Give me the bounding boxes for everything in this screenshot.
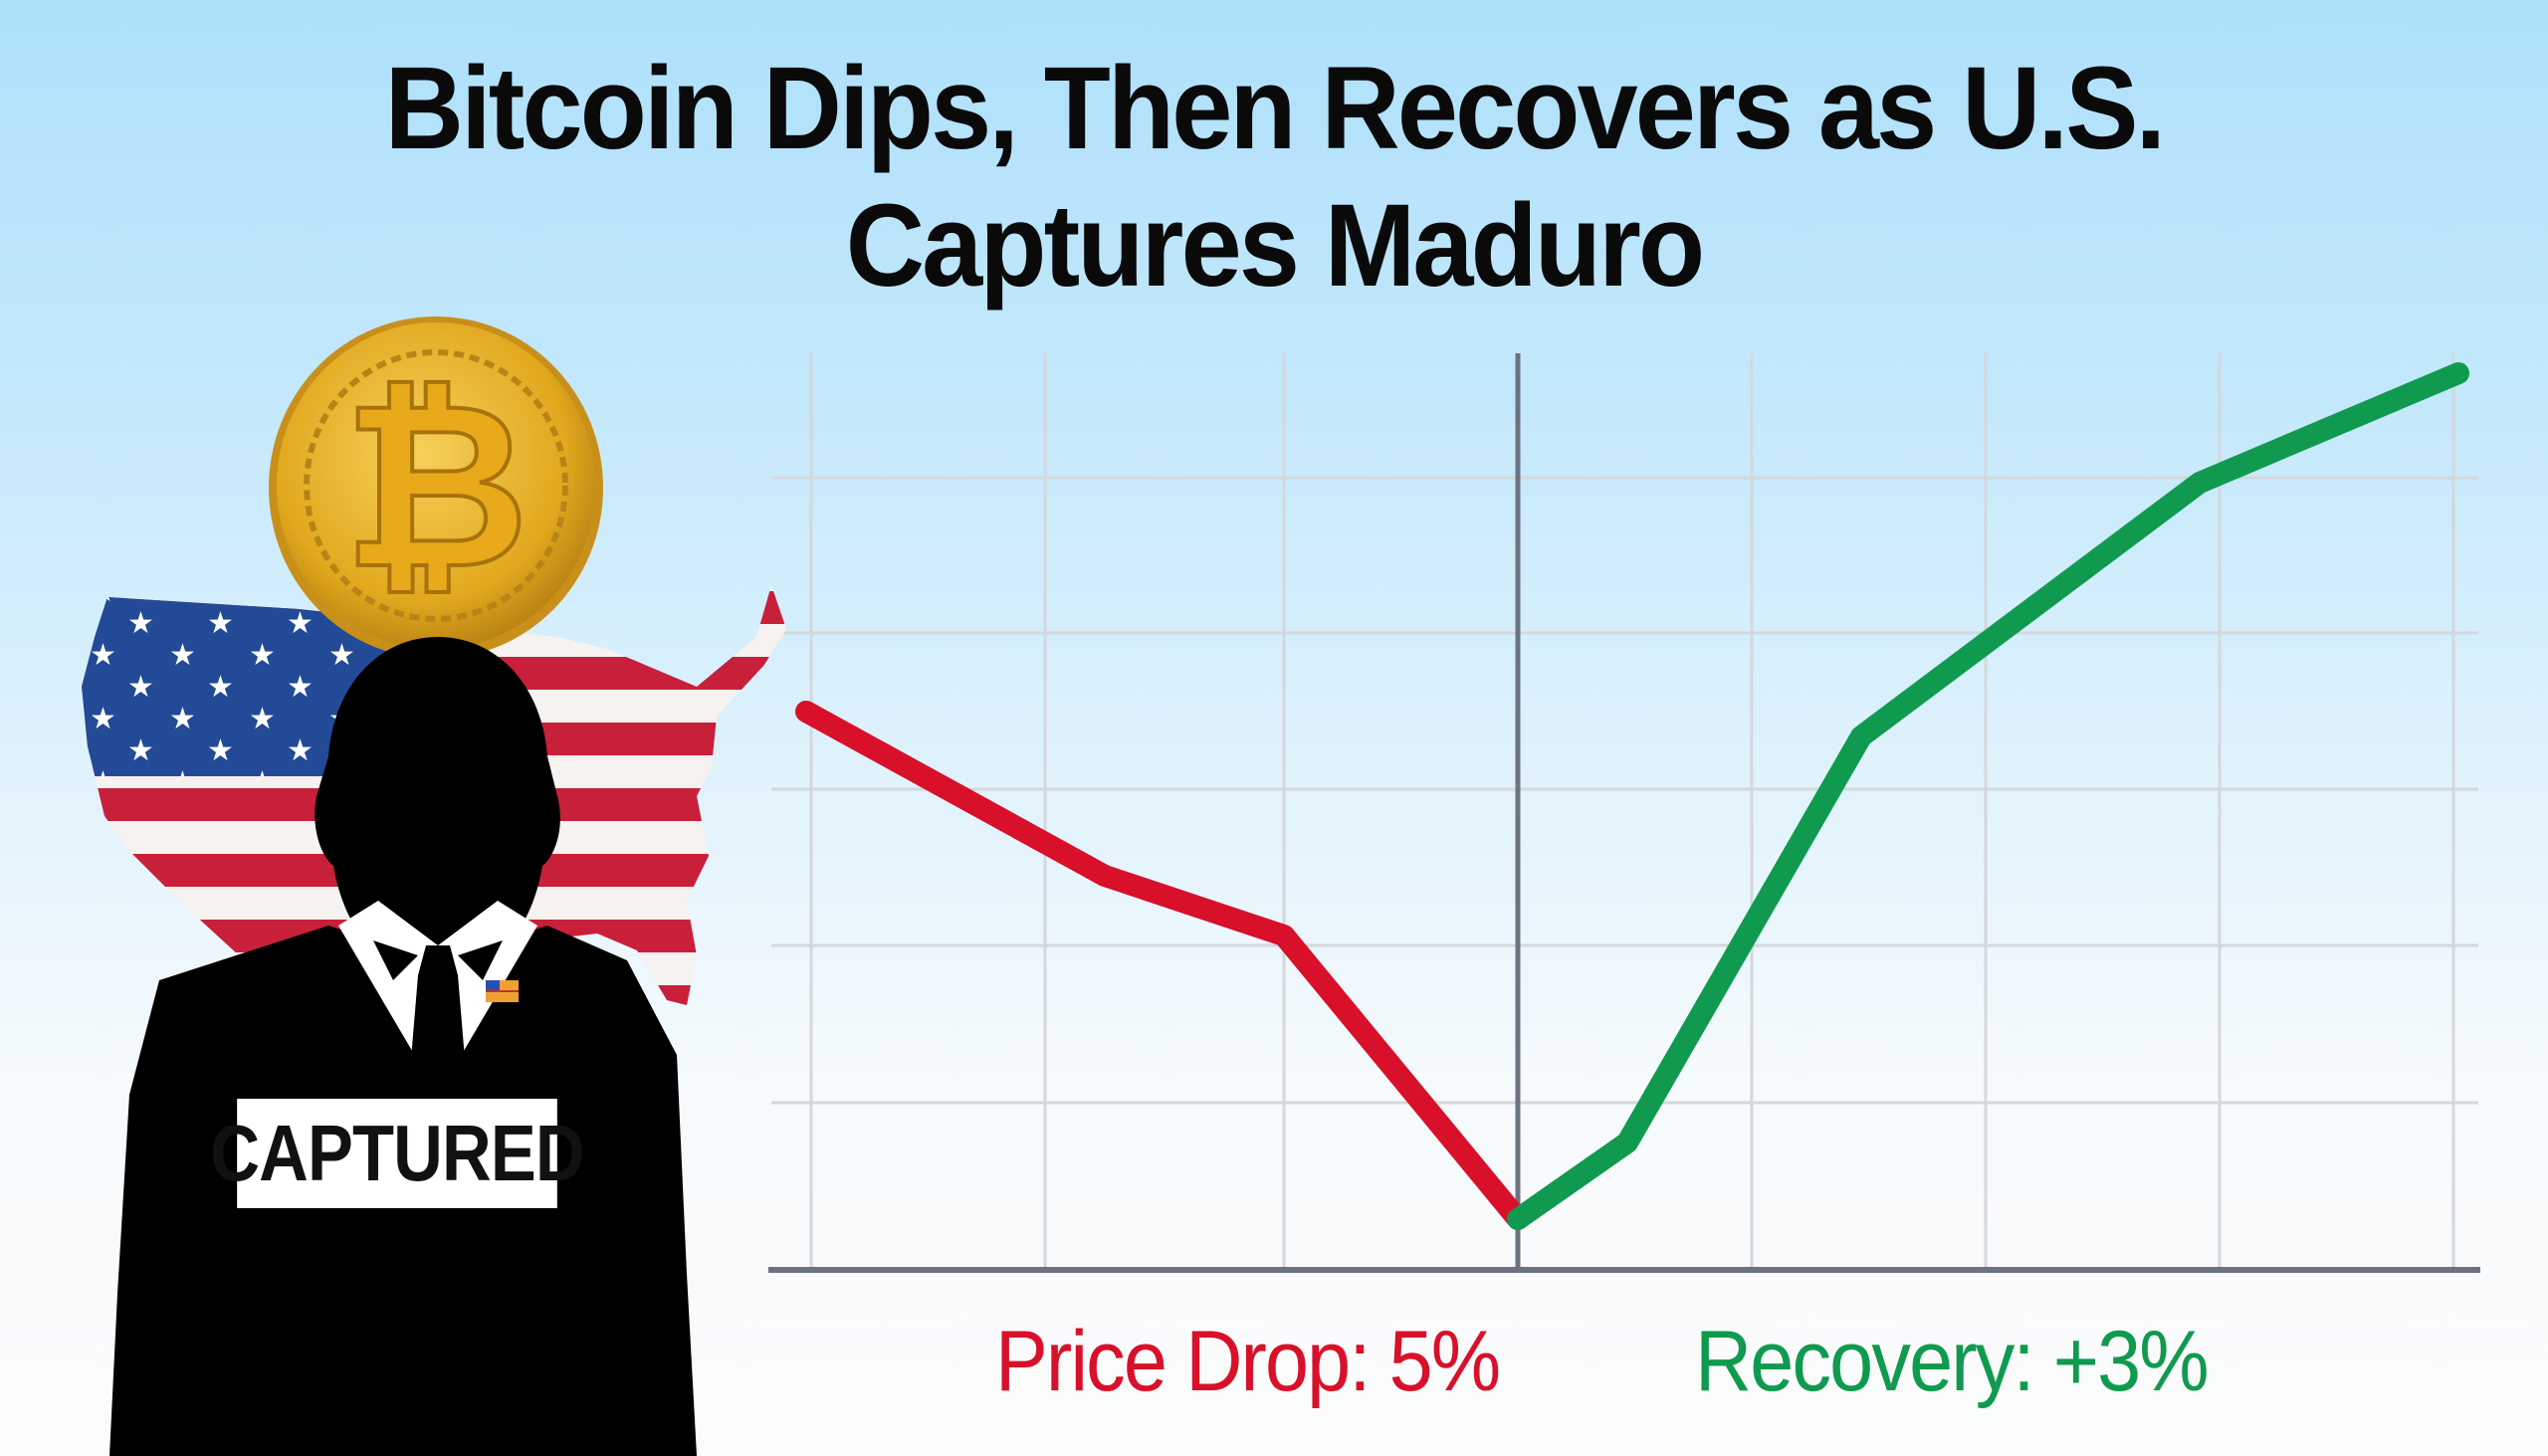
lapel-flag-pin-icon <box>486 980 519 1002</box>
price-drop-caption: Price Drop: 5% <box>995 1314 1501 1409</box>
recovery-series <box>1507 362 2469 1230</box>
bitcoin-symbol: ₿ <box>342 354 529 620</box>
headline: Bitcoin Dips, Then Recovers as U.S. Capt… <box>90 40 2459 314</box>
headline-line-1: Bitcoin Dips, Then Recovers as U.S. <box>384 43 2167 174</box>
headline-line-2: Captures Maduro <box>845 180 1705 312</box>
captured-badge: CAPTURED <box>210 1099 585 1208</box>
bitcoin-coin-icon: ₿ <box>269 316 603 659</box>
price-drop-series <box>795 701 1529 1230</box>
recovery-caption: Recovery: +3% <box>1695 1314 2210 1409</box>
